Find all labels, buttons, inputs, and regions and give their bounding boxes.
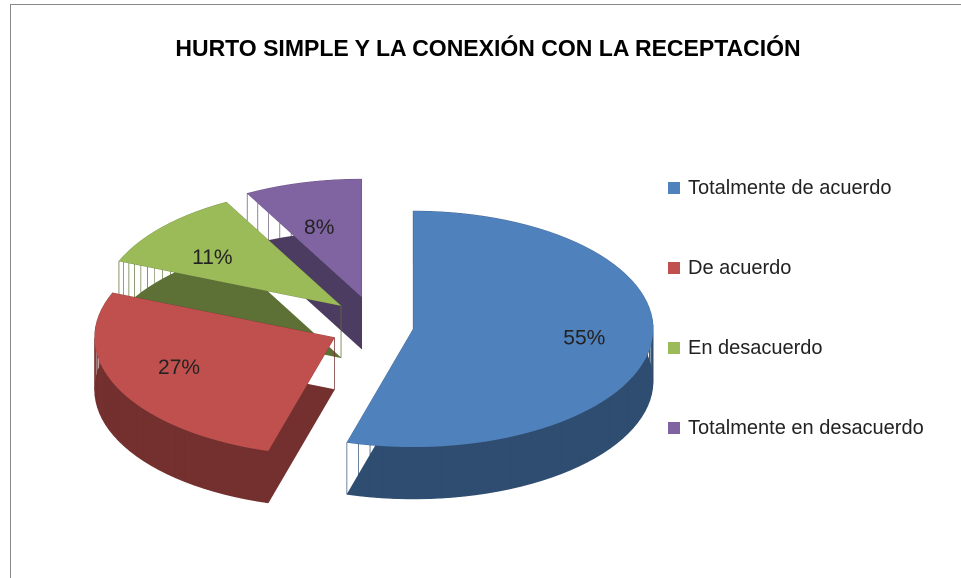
legend-label: Totalmente de acuerdo (688, 177, 892, 199)
chart-border (10, 4, 961, 578)
legend-item: En desacuerdo (668, 335, 948, 415)
data-label: 8% (304, 216, 334, 239)
legend-item: De acuerdo (668, 255, 948, 335)
slice (247, 179, 362, 298)
legend-label: En desacuerdo (688, 337, 823, 359)
legend-item: Totalmente en desacuerdo (668, 415, 948, 495)
legend-label: De acuerdo (688, 257, 792, 279)
data-label: 11% (192, 246, 232, 269)
legend-item: Totalmente de acuerdo (668, 175, 948, 255)
slice (118, 202, 342, 306)
legend-swatch (668, 422, 680, 434)
legend: Totalmente de acuerdo De acuerdo En desacu… (668, 175, 948, 495)
legend-swatch (668, 262, 680, 274)
data-label: 27% (158, 356, 200, 379)
legend-swatch (668, 342, 680, 354)
slice (346, 211, 654, 447)
slice (94, 292, 335, 451)
data-label: 55% (563, 326, 605, 349)
legend-label: Totalmente en desacuerdo (688, 417, 924, 439)
chart-title: HURTO SIMPLE Y LA CONEXIÓN CON LA RECEPT… (175, 34, 800, 61)
legend-swatch (668, 182, 680, 194)
